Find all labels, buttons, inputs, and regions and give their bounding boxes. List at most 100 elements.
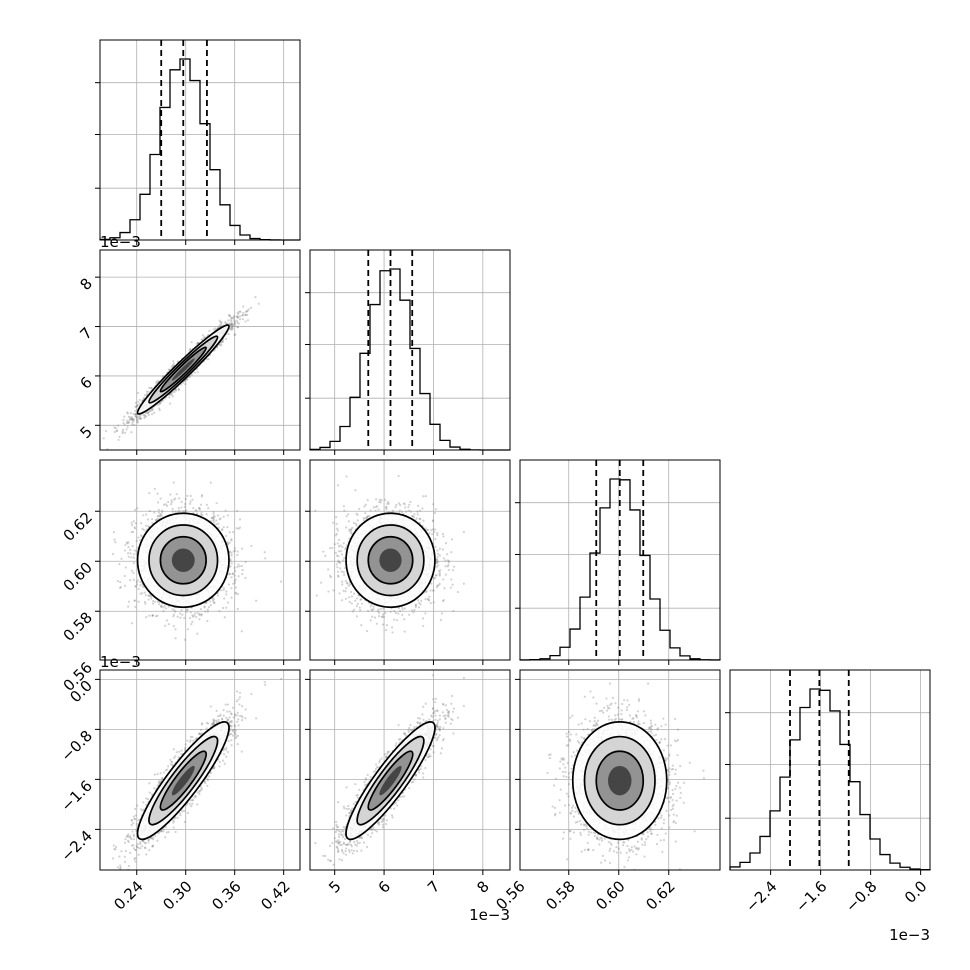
- sample-point: [235, 319, 238, 322]
- sample-point: [135, 415, 138, 418]
- sample-point: [234, 324, 237, 327]
- sample-point: [202, 336, 205, 339]
- sample-point: [238, 518, 242, 521]
- sample-point: [120, 557, 123, 560]
- sample-point: [121, 428, 125, 431]
- sample-point: [164, 607, 168, 610]
- sample-point: [230, 322, 233, 326]
- sample-point: [144, 415, 147, 418]
- sample-point: [145, 411, 149, 415]
- sample-point: [126, 412, 129, 415]
- sample-point: [236, 509, 239, 513]
- sample-point: [237, 322, 240, 325]
- sample-point: [224, 509, 227, 512]
- sample-point: [188, 616, 192, 620]
- sample-point: [163, 604, 166, 608]
- sample-point: [229, 559, 232, 562]
- sample-point: [218, 343, 222, 347]
- sample-point: [167, 368, 170, 371]
- sample-point: [126, 421, 130, 424]
- sample-point: [210, 517, 213, 520]
- sample-point: [229, 319, 233, 322]
- sample-point: [198, 618, 201, 621]
- sample-point: [156, 515, 159, 518]
- sample-point: [242, 311, 245, 315]
- sample-point: [134, 585, 137, 588]
- sample-point: [249, 306, 253, 309]
- sample-point: [148, 510, 151, 513]
- sample-point: [224, 320, 227, 324]
- sample-point: [136, 416, 139, 419]
- sample-point: [136, 421, 139, 424]
- sample-point: [237, 563, 240, 566]
- sample-point: [186, 494, 189, 497]
- sample-point: [191, 620, 194, 623]
- sample-point: [219, 517, 222, 520]
- sample-point: [233, 581, 237, 584]
- sample-point: [235, 527, 238, 530]
- sample-point: [134, 405, 137, 408]
- sample-point: [211, 597, 214, 600]
- sample-point: [150, 386, 153, 390]
- sample-point: [133, 526, 136, 529]
- sample-point: [207, 605, 211, 609]
- sample-point: [212, 598, 216, 601]
- sample-point: [234, 592, 237, 595]
- sample-point: [196, 371, 199, 374]
- sample-point: [172, 625, 175, 628]
- sample-point: [135, 549, 138, 552]
- sample-point: [226, 601, 230, 604]
- sample-point: [209, 604, 212, 607]
- sample-point: [225, 534, 228, 538]
- sample-point: [147, 598, 150, 601]
- sample-point: [174, 510, 177, 513]
- sample-point: [151, 602, 155, 605]
- sample-point: [217, 526, 220, 529]
- sample-point: [198, 613, 201, 616]
- sample-point: [205, 601, 208, 605]
- sample-point: [136, 507, 139, 510]
- sample-point: [128, 419, 131, 422]
- sample-point: [184, 510, 187, 513]
- sample-point: [212, 515, 215, 519]
- sample-point: [199, 608, 202, 611]
- sample-point: [189, 611, 192, 614]
- sample-point: [143, 416, 146, 419]
- panel-frame: [99, 249, 301, 451]
- sample-point: [169, 402, 172, 405]
- sample-point: [233, 315, 236, 318]
- sample-point: [127, 421, 130, 424]
- sample-point: [244, 320, 247, 323]
- sample-point: [144, 594, 147, 597]
- sample-point: [116, 429, 119, 432]
- sample-point: [119, 586, 122, 590]
- sample-point: [200, 495, 203, 498]
- sample-point: [222, 526, 225, 529]
- sample-point: [212, 517, 215, 520]
- sample-point: [198, 508, 201, 511]
- sample-point: [175, 493, 178, 496]
- sample-point: [122, 418, 125, 422]
- sample-point: [234, 549, 237, 553]
- sample-point: [230, 317, 233, 320]
- sample-point: [134, 605, 137, 608]
- sample-point: [222, 606, 225, 610]
- sample-point: [213, 521, 216, 524]
- sample-point: [239, 310, 242, 313]
- sample-point: [125, 428, 128, 431]
- sample-point: [257, 302, 260, 305]
- sample-point: [129, 579, 132, 582]
- sample-point: [123, 574, 126, 578]
- sample-point: [156, 492, 159, 495]
- sample-point: [231, 327, 234, 331]
- sample-point: [219, 589, 223, 592]
- sample-point: [142, 414, 145, 417]
- sample-point: [159, 497, 162, 500]
- sample-point: [134, 522, 137, 525]
- sample-point: [142, 514, 145, 517]
- sample-point: [216, 346, 219, 349]
- sample-point: [245, 310, 248, 313]
- sample-point: [188, 375, 192, 378]
- sample-point: [230, 552, 233, 555]
- sample-point: [136, 418, 139, 421]
